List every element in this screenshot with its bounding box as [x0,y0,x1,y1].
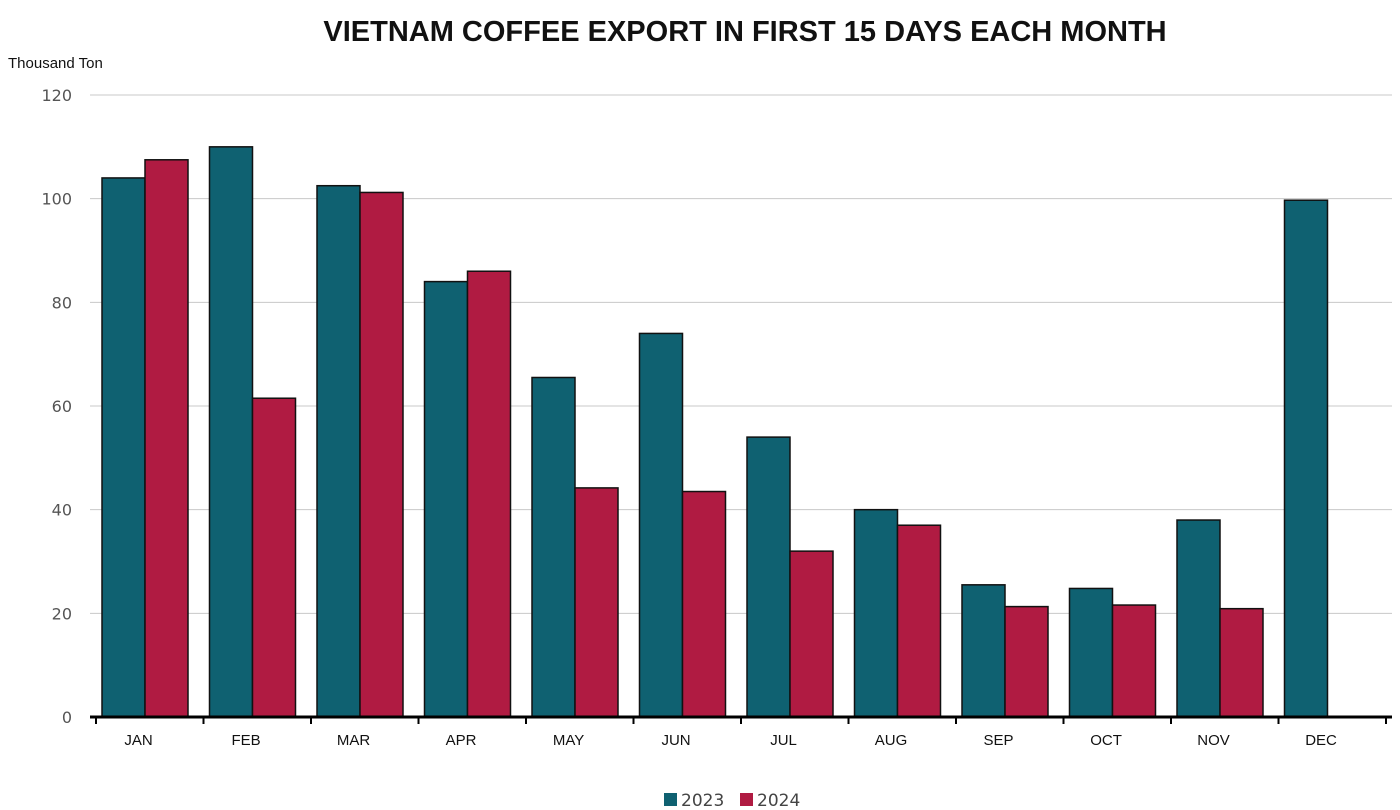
legend-swatch [664,793,677,806]
bar-2023-oct [1068,587,1114,718]
bar-2024-may [574,487,619,718]
bar-2023-may [531,376,576,718]
chart-title: VIETNAM COFFEE EXPORT IN FIRST 15 DAYS E… [323,16,1166,48]
x-tick-label: FEB [231,732,260,749]
y-tick-label: 20 [52,604,72,623]
y-tick-label: 0 [62,708,72,727]
bar-2023-jan [101,177,146,718]
y-tick-label: 80 [52,293,72,312]
bar-2024-mar [359,191,404,718]
bar-2024-jul [789,550,834,718]
bar-2023-sep [961,584,1006,718]
bar-2023-feb [208,146,254,718]
x-axis-ticks: JAN FEB MAR APR MAY JUN JUL AUG SEP OCT NOV DEC [124,732,1337,749]
legend-label: 2024 [757,791,800,810]
x-tick-label: OCT [1090,732,1122,749]
y-tick-label: 120 [41,86,72,105]
y-axis-ticks: 0 20 40 60 80 100 120 [41,86,72,727]
y-tick-label: 40 [52,501,72,520]
bar-2024-apr [466,270,512,718]
bar-2024-sep [1004,605,1049,718]
x-tick-label: NOV [1197,732,1230,749]
legend[interactable]: 2023 2024 [664,791,800,810]
x-tick-label: JUN [661,732,690,749]
x-tick-label: DEC [1305,732,1337,749]
bar-2023-jul [746,436,791,718]
legend-item-2023[interactable]: 2023 [664,791,724,810]
x-tick-label: JAN [124,732,152,749]
bar-2024-feb [251,397,297,718]
bar-2024-jan [144,159,189,718]
x-tick-label: JUL [770,732,797,749]
bar-2024-nov [1219,607,1264,718]
x-tick-label: MAY [553,732,584,749]
bar-2024-oct [1111,604,1157,718]
legend-item-2024[interactable]: 2024 [740,791,800,810]
legend-label: 2023 [681,791,724,810]
bar-2023-dec [1283,199,1329,718]
legend-swatch [740,793,753,806]
bars [101,146,1329,718]
bar-2023-apr [423,280,469,718]
x-tick-label: APR [446,732,477,749]
x-axis [90,715,1392,724]
y-tick-label: 60 [52,397,72,416]
bar-2023-nov [1176,519,1221,718]
y-axis-unit-label: Thousand Ton [8,55,103,72]
bar-2024-jun [681,490,727,718]
bar-2023-jun [638,332,684,718]
x-tick-label: MAR [337,732,371,749]
x-tick-label: SEP [984,732,1014,749]
gridlines [90,94,1392,614]
y-tick-label: 100 [41,190,72,209]
bar-2024-aug [896,524,942,718]
x-tick-label: AUG [875,732,908,749]
bar-2023-mar [316,184,361,718]
bar-2023-aug [853,508,899,718]
